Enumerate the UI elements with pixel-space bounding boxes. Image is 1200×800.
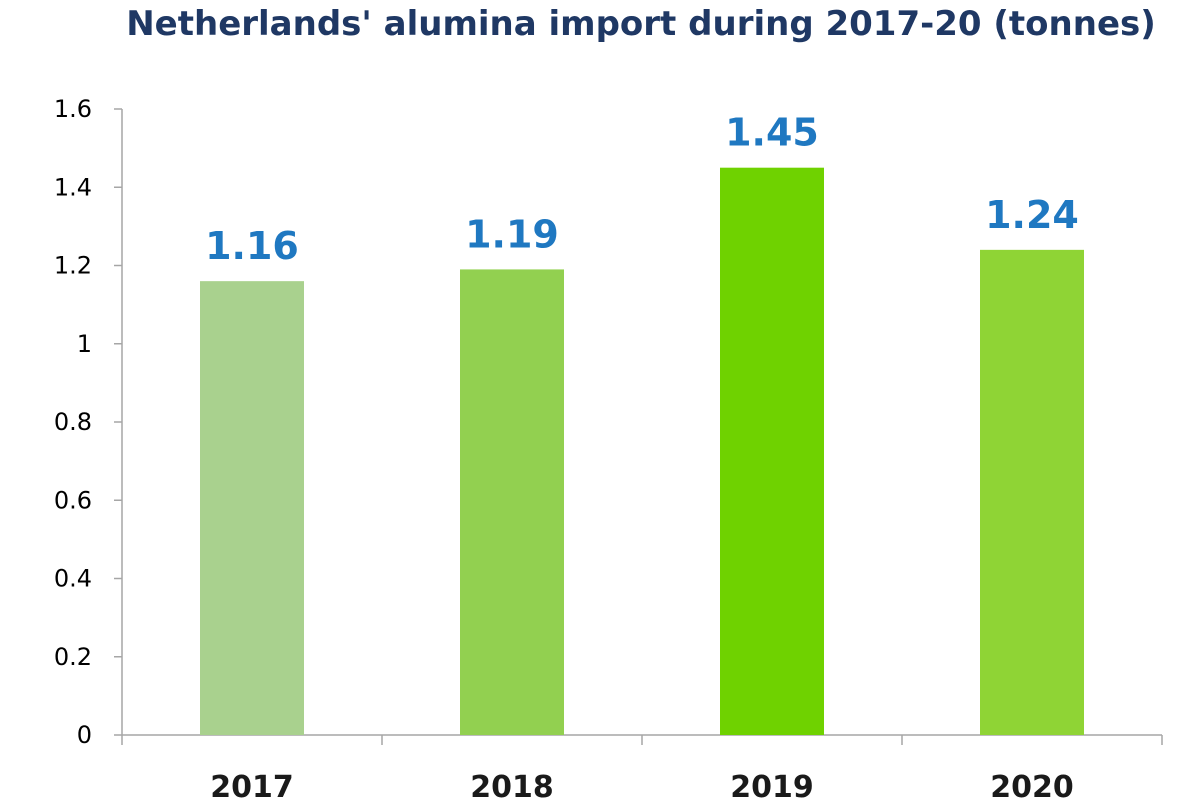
bar-2017 — [200, 281, 304, 735]
data-label-2020: 1.24 — [985, 193, 1079, 237]
y-tick-label: 0.2 — [54, 643, 92, 671]
x-tick-label-2019: 2019 — [730, 770, 814, 800]
y-tick-label: 1.4 — [54, 173, 92, 201]
y-tick-label: 1.2 — [54, 252, 92, 280]
y-tick-label: 1 — [77, 330, 92, 358]
y-tick-label: 0.4 — [54, 565, 92, 593]
data-label-2017: 1.16 — [205, 224, 299, 268]
chart-title: Netherlands' alumina import during 2017-… — [126, 4, 1156, 44]
data-label-2019: 1.45 — [725, 111, 819, 155]
y-tick-label: 0 — [77, 721, 92, 749]
x-tick-label-2017: 2017 — [210, 770, 294, 800]
x-axis: 2017 2018 2019 2020 — [121, 734, 1163, 800]
data-labels: 1.16 1.19 1.45 1.24 — [205, 111, 1079, 268]
bar-2018 — [460, 269, 564, 735]
x-tick-label-2020: 2020 — [990, 770, 1074, 800]
bar-2020 — [980, 249, 1084, 735]
bar-2019 — [720, 167, 824, 735]
data-label-2018: 1.19 — [465, 212, 559, 256]
y-axis: 0 0.2 0.4 0.6 0.8 1 1.2 1.4 1.6 — [54, 95, 123, 749]
y-tick-label: 0.6 — [54, 486, 92, 514]
y-tick-label: 0.8 — [54, 408, 92, 436]
x-tick-label-2018: 2018 — [470, 770, 554, 800]
y-tick-label: 1.6 — [54, 95, 92, 123]
bars — [200, 167, 1084, 735]
